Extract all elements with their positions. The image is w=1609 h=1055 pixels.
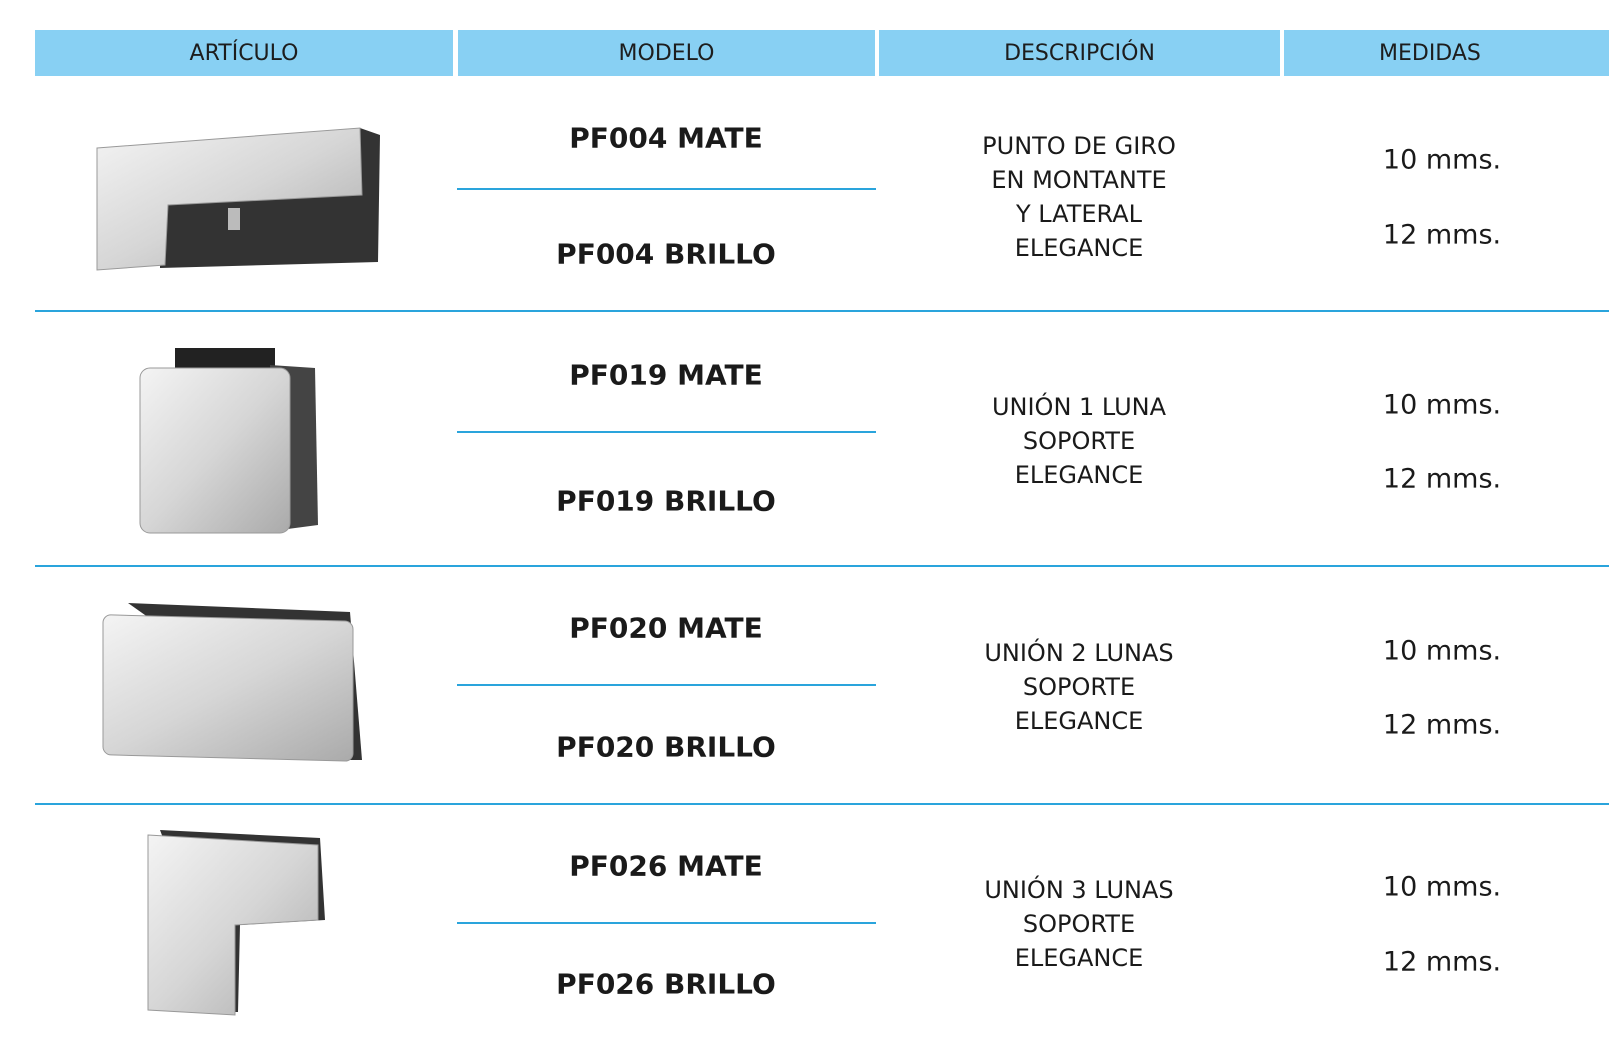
model-separator <box>457 922 876 924</box>
header-cell: ARTÍCULO <box>35 30 453 76</box>
description-line: UNIÓN 3 LUNAS <box>984 876 1174 904</box>
product-image <box>96 127 380 271</box>
model-separator <box>457 431 876 433</box>
model-name: PF004 MATE <box>569 121 763 155</box>
product-image <box>102 603 362 762</box>
row-separator <box>35 310 1609 312</box>
size: 12 mms. <box>1382 463 1502 495</box>
size: 12 mms. <box>1382 709 1502 741</box>
product-image <box>147 830 325 1016</box>
size: 10 mms. <box>1382 389 1502 421</box>
model-name: PF019 BRILLO <box>556 484 776 518</box>
size: 10 mms. <box>1382 144 1502 176</box>
model-name: PF019 MATE <box>569 358 763 392</box>
header-cell: MODELO <box>458 30 875 76</box>
size: 10 mms. <box>1382 871 1502 903</box>
description-line: UNIÓN 1 LUNA <box>991 393 1167 421</box>
model-name: PF020 MATE <box>569 611 763 645</box>
model-separator <box>457 684 876 686</box>
description-line: UNIÓN 2 LUNAS <box>984 639 1174 667</box>
description-line: ELEGANCE <box>1014 461 1144 489</box>
model-name: PF020 BRILLO <box>556 730 776 764</box>
description-line: PUNTO DE GIRO <box>982 132 1176 160</box>
description-line: SOPORTE <box>1022 910 1136 938</box>
header-cell: MEDIDAS <box>1284 30 1609 76</box>
model-name: PF026 MATE <box>569 849 763 883</box>
model-separator <box>457 188 876 190</box>
row-separator <box>35 565 1609 567</box>
description-line: SOPORTE <box>1022 427 1136 455</box>
size: 12 mms. <box>1382 219 1502 251</box>
description-line: ELEGANCE <box>1014 944 1144 972</box>
model-name: PF004 BRILLO <box>556 237 776 271</box>
description-line: ELEGANCE <box>1014 234 1144 262</box>
product-image <box>139 348 318 534</box>
description-line: EN MONTANTE <box>991 166 1167 194</box>
size: 12 mms. <box>1382 946 1502 978</box>
model-name: PF026 BRILLO <box>556 967 776 1001</box>
header-cell: DESCRIPCIÓN <box>879 30 1280 76</box>
description-line: Y LATERAL <box>1015 200 1143 228</box>
row-separator <box>35 803 1609 805</box>
description-line: ELEGANCE <box>1014 707 1144 735</box>
size: 10 mms. <box>1382 635 1502 667</box>
description-line: SOPORTE <box>1022 673 1136 701</box>
